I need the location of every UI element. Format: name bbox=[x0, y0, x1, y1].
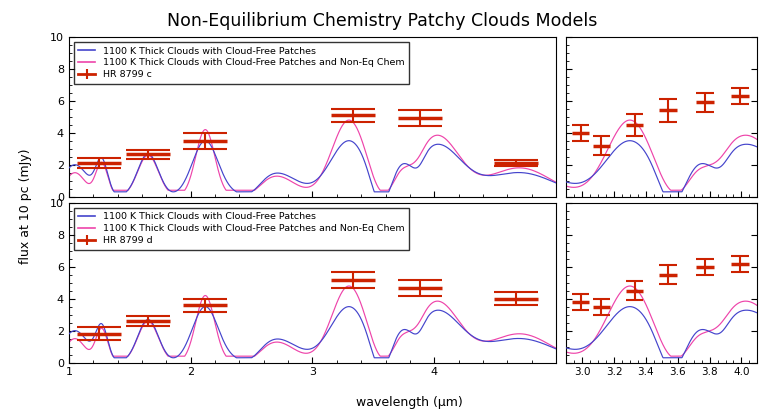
Text: flux at 10 pc (mJy): flux at 10 pc (mJy) bbox=[19, 148, 32, 264]
Text: wavelength (μm): wavelength (μm) bbox=[356, 396, 463, 409]
Legend: 1100 K Thick Clouds with Cloud-Free Patches, 1100 K Thick Clouds with Cloud-Free: 1100 K Thick Clouds with Cloud-Free Patc… bbox=[73, 208, 409, 250]
Legend: 1100 K Thick Clouds with Cloud-Free Patches, 1100 K Thick Clouds with Cloud-Free: 1100 K Thick Clouds with Cloud-Free Patc… bbox=[73, 42, 409, 84]
Text: Non-Equilibrium Chemistry Patchy Clouds Models: Non-Equilibrium Chemistry Patchy Clouds … bbox=[168, 12, 597, 30]
